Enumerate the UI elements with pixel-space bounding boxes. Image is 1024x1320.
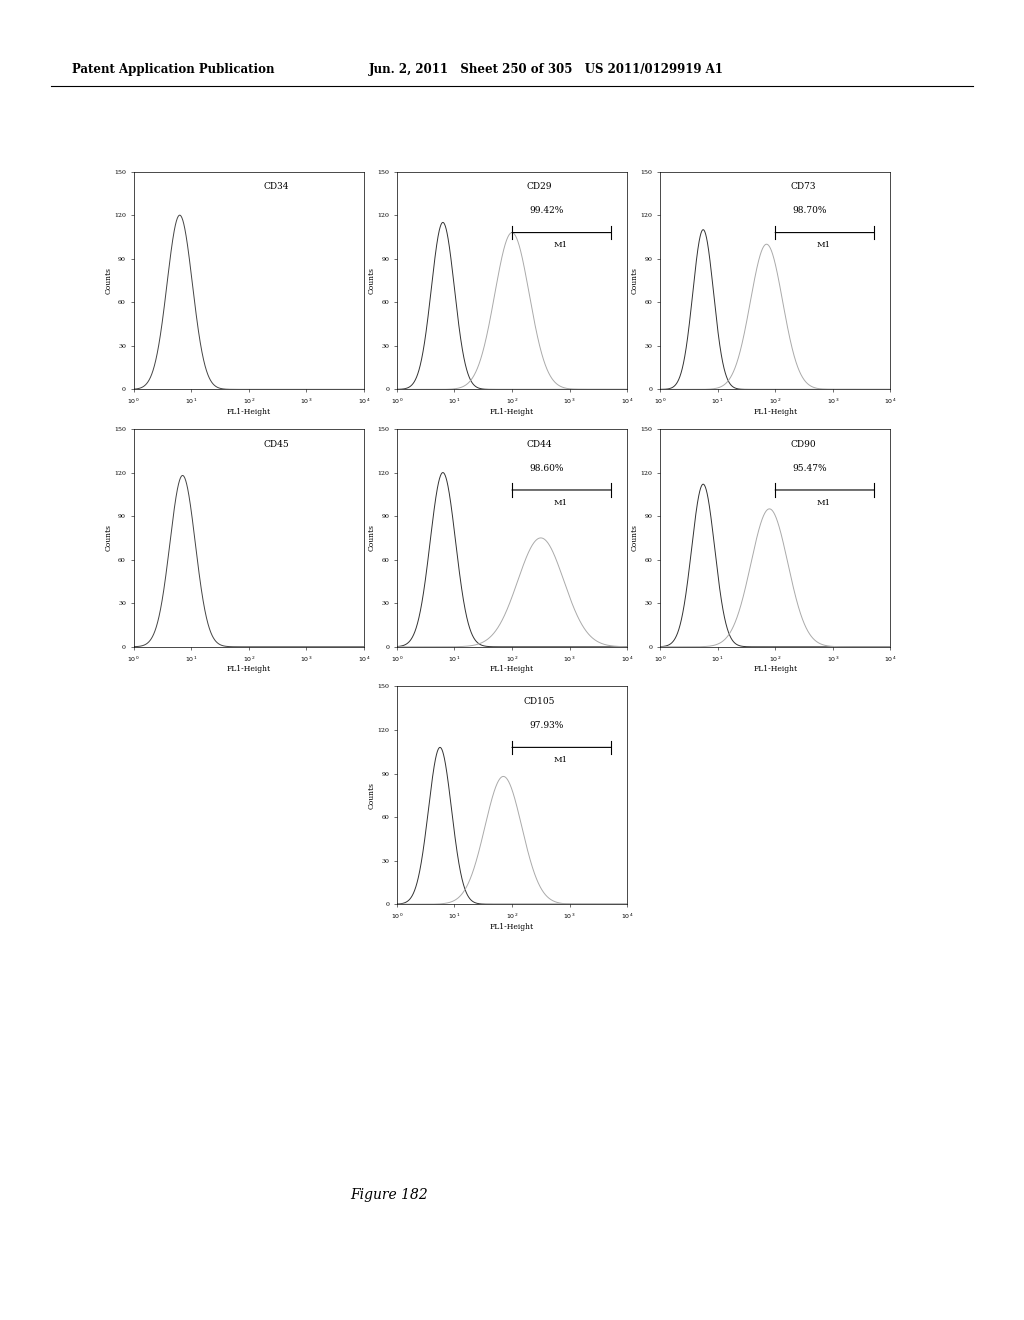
X-axis label: FL1-Height: FL1-Height bbox=[753, 665, 798, 673]
Text: M1: M1 bbox=[553, 756, 567, 764]
Text: Figure 182: Figure 182 bbox=[350, 1188, 428, 1201]
Text: M1: M1 bbox=[553, 242, 567, 249]
Text: CD34: CD34 bbox=[264, 182, 289, 191]
Y-axis label: Counts: Counts bbox=[631, 524, 639, 552]
Text: M1: M1 bbox=[816, 499, 830, 507]
Text: 97.93%: 97.93% bbox=[529, 721, 564, 730]
Text: M1: M1 bbox=[553, 499, 567, 507]
Text: CD45: CD45 bbox=[263, 440, 290, 449]
X-axis label: FL1-Height: FL1-Height bbox=[489, 408, 535, 416]
X-axis label: FL1-Height: FL1-Height bbox=[226, 665, 271, 673]
Y-axis label: Counts: Counts bbox=[368, 267, 376, 294]
Text: Jun. 2, 2011   Sheet 250 of 305   US 2011/0129919 A1: Jun. 2, 2011 Sheet 250 of 305 US 2011/01… bbox=[369, 63, 724, 77]
Text: CD90: CD90 bbox=[790, 440, 816, 449]
X-axis label: FL1-Height: FL1-Height bbox=[753, 408, 798, 416]
Text: M1: M1 bbox=[816, 242, 830, 249]
Text: 98.70%: 98.70% bbox=[793, 206, 827, 215]
Text: CD29: CD29 bbox=[527, 182, 552, 191]
Y-axis label: Counts: Counts bbox=[368, 781, 376, 809]
Y-axis label: Counts: Counts bbox=[104, 524, 113, 552]
Text: 98.60%: 98.60% bbox=[529, 463, 564, 473]
X-axis label: FL1-Height: FL1-Height bbox=[489, 923, 535, 931]
Text: CD105: CD105 bbox=[524, 697, 555, 706]
Text: 95.47%: 95.47% bbox=[793, 463, 827, 473]
Text: 99.42%: 99.42% bbox=[529, 206, 564, 215]
Text: Patent Application Publication: Patent Application Publication bbox=[72, 63, 274, 77]
X-axis label: FL1-Height: FL1-Height bbox=[226, 408, 271, 416]
Y-axis label: Counts: Counts bbox=[104, 267, 113, 294]
Y-axis label: Counts: Counts bbox=[368, 524, 376, 552]
Y-axis label: Counts: Counts bbox=[631, 267, 639, 294]
Text: CD44: CD44 bbox=[526, 440, 553, 449]
Text: CD73: CD73 bbox=[791, 182, 815, 191]
X-axis label: FL1-Height: FL1-Height bbox=[489, 665, 535, 673]
